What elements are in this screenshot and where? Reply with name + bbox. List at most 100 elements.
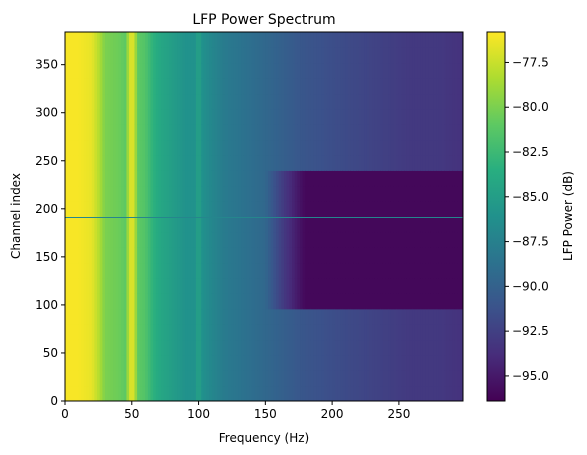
heatmap-cell xyxy=(233,308,237,325)
heatmap-cell xyxy=(382,93,387,110)
heatmap-cell xyxy=(249,324,253,341)
heatmap-cell xyxy=(404,370,408,387)
heatmap-cell xyxy=(454,139,459,156)
heatmap-cell xyxy=(302,93,306,110)
heatmap-cell xyxy=(81,32,85,48)
heatmap-cell xyxy=(129,370,133,387)
heatmap-cell xyxy=(241,170,245,187)
heatmap-cell xyxy=(137,108,141,125)
heatmap-cell xyxy=(337,170,341,187)
heatmap-cell xyxy=(414,47,419,64)
heatmap-cell xyxy=(342,278,347,294)
heatmap-cell xyxy=(251,231,256,248)
heatmap-cell xyxy=(166,370,170,387)
heatmap-cell xyxy=(187,339,192,356)
heatmap-cell xyxy=(286,324,290,341)
heatmap-cell xyxy=(214,262,218,279)
heatmap-cell xyxy=(313,108,317,125)
heatmap-cell xyxy=(139,385,144,401)
heatmap-cell xyxy=(174,216,178,233)
heatmap-cell xyxy=(134,93,138,110)
heatmap-cell xyxy=(91,201,95,218)
heatmap-cell xyxy=(115,201,120,218)
heatmap-cell xyxy=(179,247,184,264)
heatmap-cell xyxy=(406,385,411,401)
heatmap-cell xyxy=(292,293,296,310)
heatmap-cell xyxy=(225,93,229,110)
heatmap-cell xyxy=(454,247,459,264)
heatmap-cell xyxy=(297,247,301,264)
heatmap-cell xyxy=(289,108,293,125)
heatmap-cell xyxy=(278,262,282,279)
heatmap-cell xyxy=(369,47,373,64)
heatmap-cell xyxy=(145,170,149,187)
heatmap-cell xyxy=(337,339,341,356)
heatmap-cell xyxy=(281,185,285,202)
heatmap-cell xyxy=(83,139,87,156)
heatmap-cell xyxy=(214,78,218,95)
heatmap-cell xyxy=(166,170,170,187)
heatmap-cell xyxy=(438,124,443,141)
heatmap-cell xyxy=(350,385,355,401)
heatmap-cell xyxy=(321,124,325,141)
heatmap-cell xyxy=(438,185,443,202)
heatmap-cell xyxy=(444,32,448,48)
heatmap-cell xyxy=(147,293,152,310)
heatmap-cell xyxy=(374,155,379,171)
heatmap-cell xyxy=(171,370,176,387)
heatmap-cell xyxy=(444,93,448,110)
heatmap-cell xyxy=(97,385,101,401)
heatmap-cell xyxy=(121,216,125,233)
heatmap-cell xyxy=(372,170,376,187)
heatmap-cell xyxy=(131,201,136,218)
heatmap-cell xyxy=(110,308,114,325)
heatmap-cell xyxy=(409,385,413,401)
heatmap-cell xyxy=(334,262,339,279)
heatmap-cell xyxy=(174,108,178,125)
heatmap-cell xyxy=(262,155,266,171)
heatmap-cell xyxy=(302,47,306,64)
heatmap-cell xyxy=(340,170,344,187)
heatmap-cell xyxy=(446,278,451,294)
heatmap-cell xyxy=(286,231,290,248)
heatmap-cell xyxy=(452,247,456,264)
heatmap-cell xyxy=(254,124,258,141)
heatmap-cell xyxy=(409,278,413,294)
heatmap-cell xyxy=(198,278,202,294)
heatmap-cell xyxy=(425,78,429,95)
heatmap-cell xyxy=(78,170,82,187)
heatmap-cell xyxy=(126,324,130,341)
heatmap-cell xyxy=(401,201,405,218)
heatmap-cell xyxy=(329,293,333,310)
heatmap-cell xyxy=(137,216,141,233)
heatmap-cell xyxy=(308,216,312,233)
heatmap-cell xyxy=(281,216,285,233)
heatmap-cell xyxy=(214,354,218,371)
heatmap-cell xyxy=(115,185,120,202)
heatmap-cell xyxy=(452,62,456,79)
heatmap-cell xyxy=(171,324,176,341)
heatmap-cell xyxy=(118,78,122,95)
heatmap-cell xyxy=(316,93,320,110)
heatmap-cell xyxy=(153,170,157,187)
heatmap-cell xyxy=(75,278,79,294)
heatmap-cell xyxy=(94,216,98,233)
heatmap-cell xyxy=(206,293,210,310)
heatmap-cell xyxy=(318,185,323,202)
heatmap-cell xyxy=(193,385,197,401)
heatmap-cell xyxy=(211,124,216,141)
heatmap-cell xyxy=(340,78,344,95)
heatmap-cell xyxy=(115,108,120,125)
heatmap-cell xyxy=(257,339,261,356)
heatmap-cell xyxy=(340,339,344,356)
heatmap-cell xyxy=(377,78,381,95)
heatmap-cell xyxy=(329,231,333,248)
heatmap-cell xyxy=(147,155,152,171)
heatmap-cell xyxy=(294,108,298,125)
heatmap-cell xyxy=(276,124,280,141)
heatmap-cell xyxy=(406,262,411,279)
heatmap-cell xyxy=(129,308,133,325)
heatmap-cell xyxy=(281,155,285,171)
heatmap-cell xyxy=(193,324,197,341)
heatmap-cell xyxy=(428,354,432,371)
